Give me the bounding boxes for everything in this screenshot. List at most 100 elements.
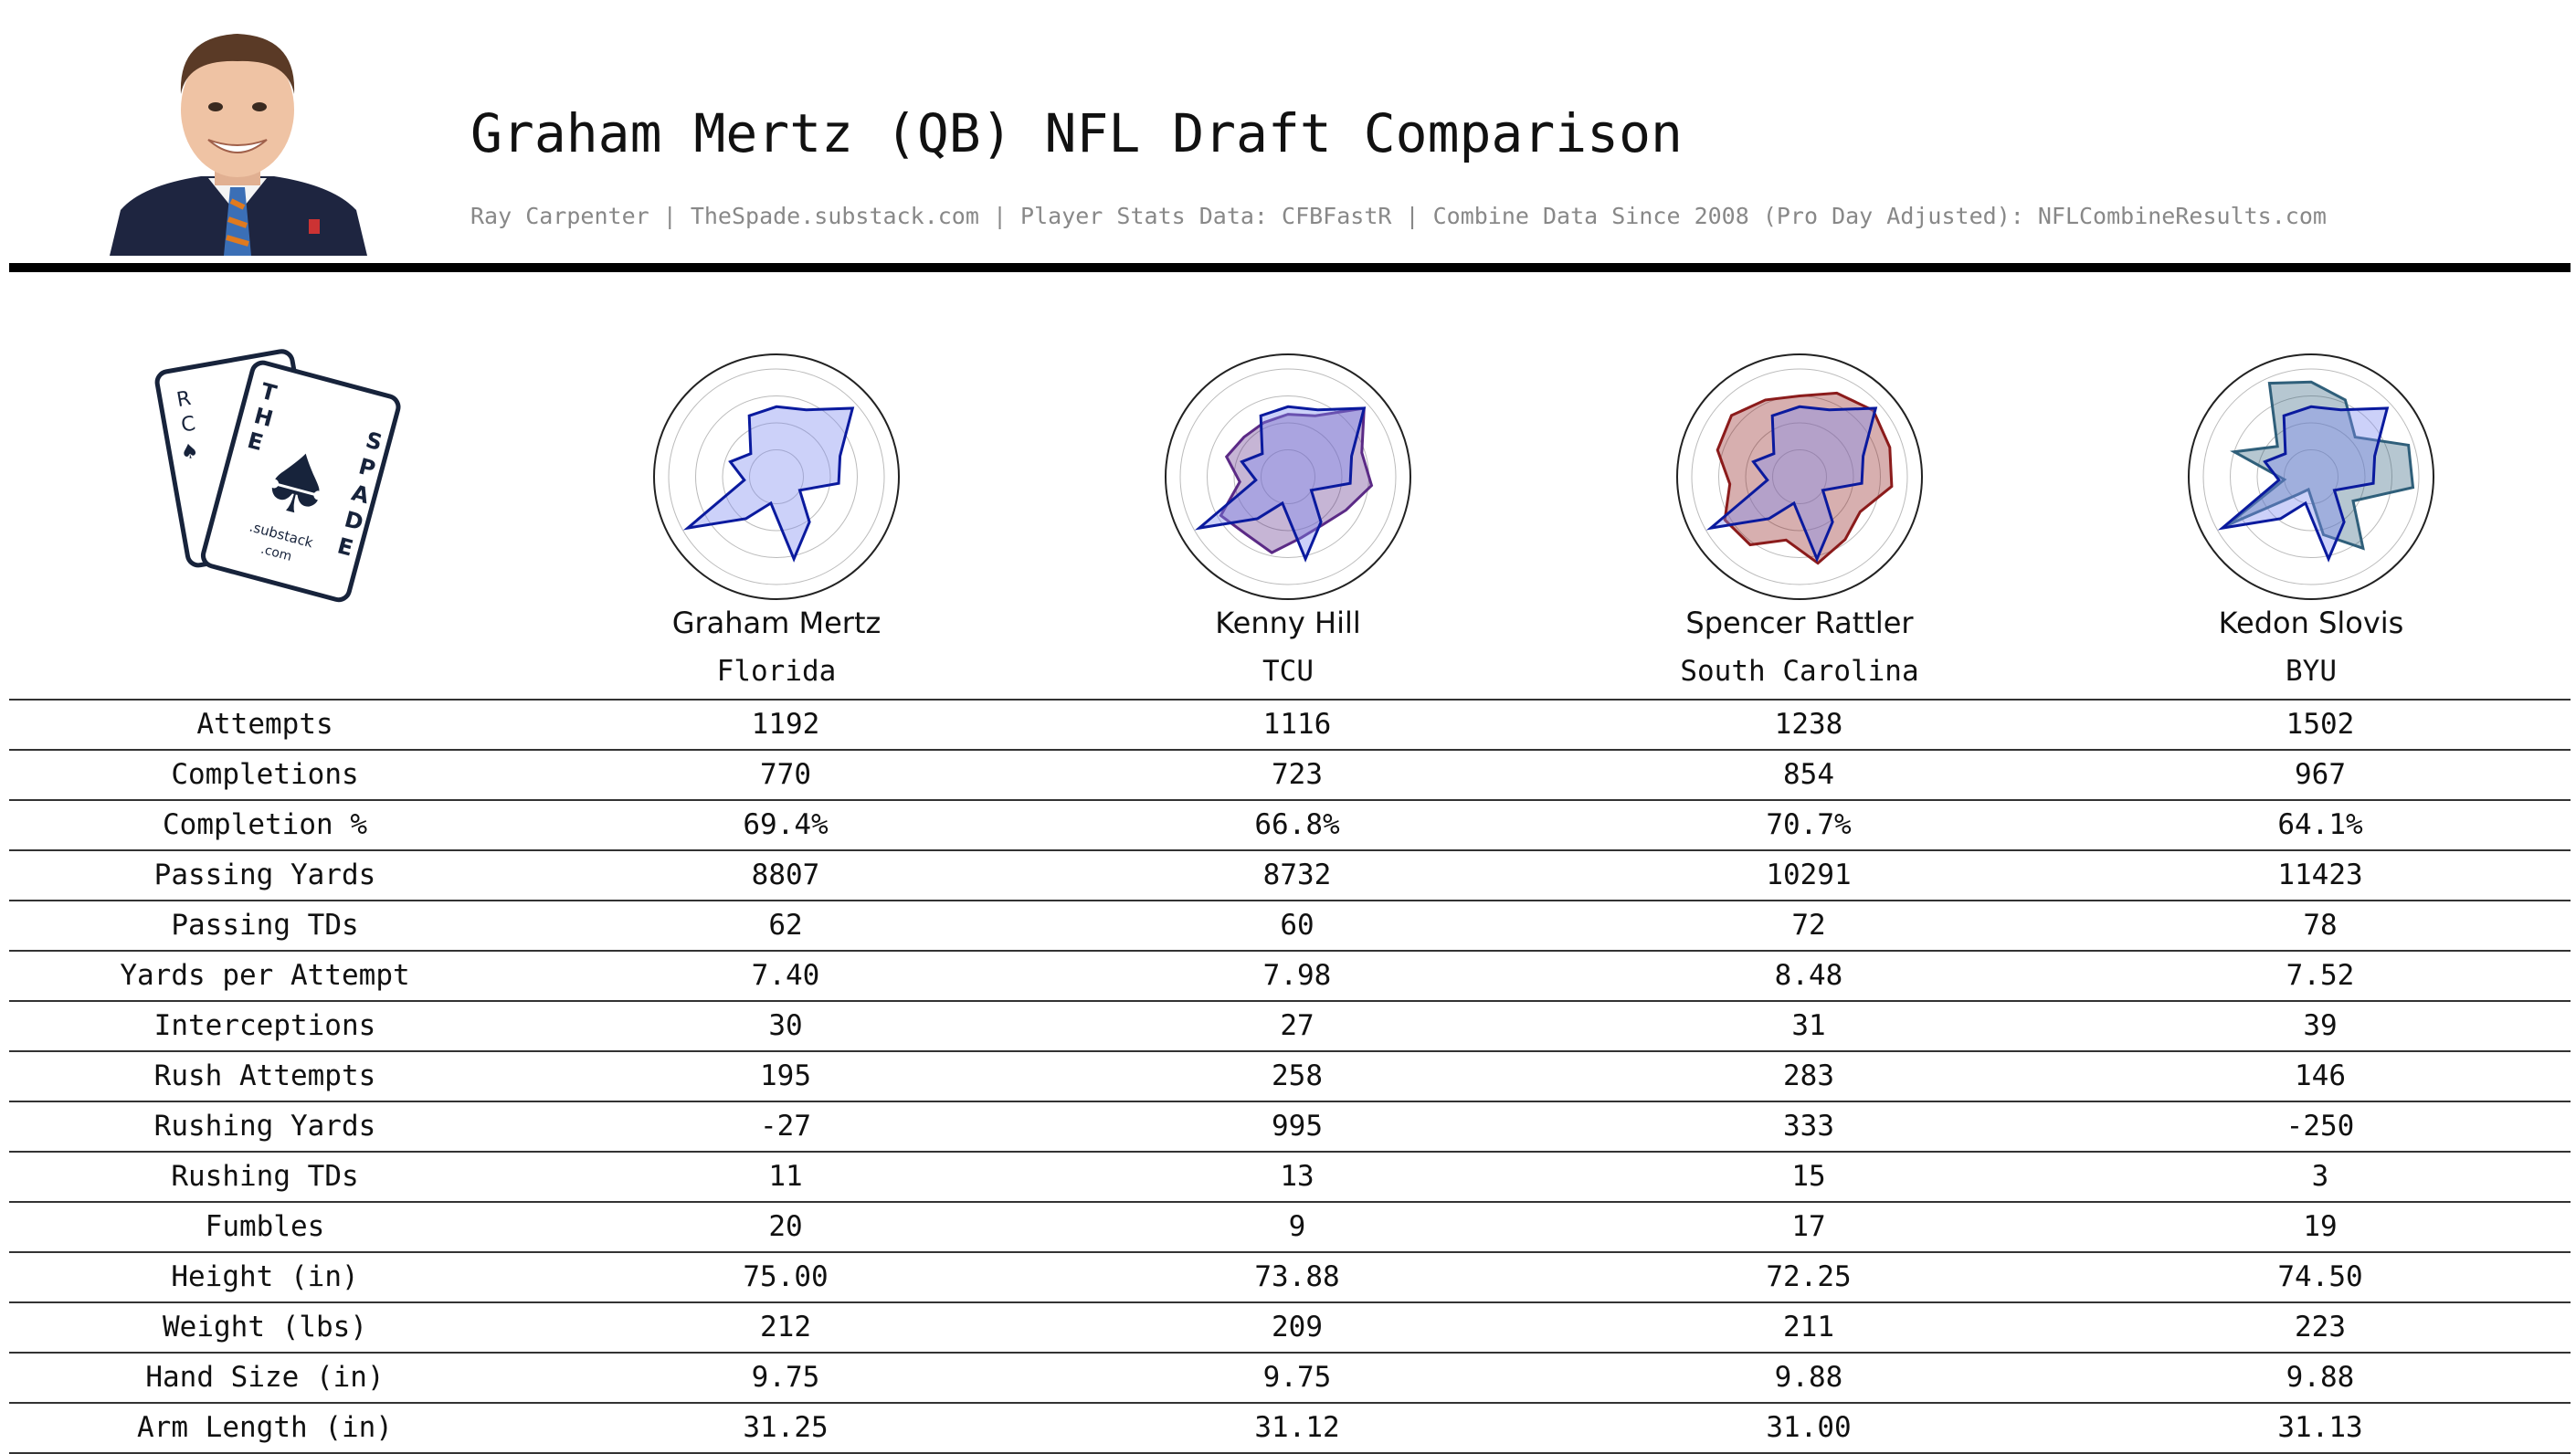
radar-series-graham-mertz — [682, 405, 855, 563]
stat-label: Completions — [171, 758, 359, 791]
stat-label: Hand Size (in) — [145, 1361, 385, 1394]
stat-value: 74.50 — [2277, 1260, 2363, 1293]
stat-value: 283 — [1783, 1059, 1834, 1092]
stat-value: 223 — [2295, 1311, 2346, 1343]
stat-value: 1238 — [1774, 708, 1843, 741]
stat-value: 8732 — [1262, 859, 1332, 891]
stat-value: 69.4% — [743, 808, 829, 841]
spade-icon: ♠ — [179, 439, 201, 465]
stat-value: 1502 — [2286, 708, 2355, 741]
table-row: Interceptions 30 27 31 39 — [9, 1000, 2571, 1050]
stat-label: Rush Attempts — [153, 1059, 376, 1092]
radar-series-comparison — [2226, 380, 2415, 551]
stats-table: Attempts 1192 1116 1238 1502 Completions 770 72… — [9, 699, 2571, 1454]
table-row: Rushing Yards -27 995 333 -250 — [9, 1101, 2571, 1151]
stat-value: 20 — [768, 1210, 803, 1243]
stat-label: Interceptions — [153, 1009, 376, 1042]
stat-value: 66.8% — [1254, 808, 1340, 841]
table-row: Yards per Attempt 7.40 7.98 8.48 7.52 — [9, 950, 2571, 1000]
table-row: Rushing TDs 11 13 15 3 — [9, 1151, 2571, 1201]
table-row: Passing TDs 62 60 72 78 — [9, 900, 2571, 950]
radar-series-graham-mertz — [2217, 405, 2390, 563]
radar-grid-ring — [1233, 422, 1343, 532]
player-headshot — [100, 23, 375, 256]
stat-value: 212 — [760, 1311, 811, 1343]
table-row: Hand Size (in) 9.75 9.75 9.88 9.88 — [9, 1352, 2571, 1402]
stat-value: 9 — [1288, 1210, 1306, 1243]
stat-value: 7.98 — [1262, 959, 1332, 992]
radar-grid-ring — [1179, 368, 1397, 585]
table-row: Arm Length (in) 31.25 31.12 31.00 31.13 — [9, 1402, 2571, 1454]
stat-value: 73.88 — [1254, 1260, 1340, 1293]
player-name: Kenny Hill — [1215, 606, 1361, 640]
radar-grid-ring — [2256, 422, 2366, 532]
stat-value: 211 — [1783, 1311, 1834, 1343]
stat-value: 72.25 — [1766, 1260, 1852, 1293]
stat-value: 31.12 — [1254, 1411, 1340, 1444]
stat-value: 75.00 — [743, 1260, 829, 1293]
stat-value: 15 — [1791, 1160, 1826, 1193]
stat-value: 8807 — [751, 859, 820, 891]
stat-label: Completion % — [163, 808, 367, 841]
stat-value: 19 — [2303, 1210, 2338, 1243]
stat-label: Passing TDs — [171, 909, 359, 942]
player-school: TCU — [1262, 655, 1314, 688]
radar-outer-ring — [2188, 353, 2434, 600]
logo-letter: E — [245, 427, 266, 456]
stat-label: Attempts — [196, 708, 333, 741]
stat-value: 1116 — [1262, 708, 1332, 741]
stat-value: 31.25 — [743, 1411, 829, 1444]
table-row: Attempts 1192 1116 1238 1502 — [9, 699, 2571, 749]
stat-value: 333 — [1783, 1110, 1834, 1143]
radar-grid-ring — [1745, 422, 1854, 532]
stat-label: Height (in) — [171, 1260, 359, 1293]
table-row: Passing Yards 8807 8732 10291 11423 — [9, 849, 2571, 900]
player-school: BYU — [2286, 655, 2337, 688]
stat-value: 39 — [2303, 1009, 2338, 1042]
stat-value: 7.40 — [751, 959, 820, 992]
stat-value: 10291 — [1766, 859, 1852, 891]
stat-value: 854 — [1783, 758, 1834, 791]
radar-grid-ring — [1772, 449, 1827, 504]
radar-grid-ring — [695, 395, 858, 558]
radar-outer-ring — [1676, 353, 1923, 600]
logo-letter: E — [334, 532, 355, 561]
radar-chart-kenny-hill — [1165, 353, 1411, 600]
stat-value: 9.88 — [1774, 1361, 1843, 1394]
stat-value: 9.88 — [2286, 1361, 2355, 1394]
stat-value: 195 — [760, 1059, 811, 1092]
header-divider — [9, 263, 2571, 272]
table-row: Fumbles 20 9 17 19 — [9, 1201, 2571, 1251]
stat-label: Arm Length (in) — [137, 1411, 393, 1444]
stat-value: 723 — [1272, 758, 1323, 791]
stat-value: 13 — [1280, 1160, 1314, 1193]
stat-value: 31.13 — [2277, 1411, 2363, 1444]
stat-label: Weight (lbs) — [163, 1311, 367, 1343]
radar-grid-ring — [2202, 368, 2420, 585]
stat-value: 146 — [2295, 1059, 2346, 1092]
stat-value: 3 — [2311, 1160, 2329, 1193]
stat-value: 11423 — [2277, 859, 2363, 891]
table-row: Completion % 69.4% 66.8% 70.7% 64.1% — [9, 799, 2571, 849]
stat-value: 17 — [1791, 1210, 1826, 1243]
radar-grid-ring — [2284, 449, 2338, 504]
player-school: South Carolina — [1680, 655, 1919, 688]
stat-value: 258 — [1272, 1059, 1323, 1092]
stat-value: 1192 — [751, 708, 820, 741]
the-spade-logo: R C ♠ T H E ♠ S P A D E .substack .com — [146, 342, 420, 616]
radar-grid-ring — [2230, 395, 2392, 558]
radar-chart-kedon-slovis — [2188, 353, 2434, 600]
stat-label: Rushing Yards — [153, 1110, 376, 1143]
radar-chart-spencer-rattler — [1676, 353, 1923, 600]
logo-letter: C — [179, 412, 196, 437]
stat-label: Rushing TDs — [171, 1160, 359, 1193]
logo-letter: T — [258, 378, 280, 406]
player-name: Graham Mertz — [671, 606, 882, 640]
table-row: Completions 770 723 854 967 — [9, 749, 2571, 799]
stat-label: Passing Yards — [153, 859, 376, 891]
stat-value: 78 — [2303, 909, 2338, 942]
radar-grid-ring — [1261, 449, 1315, 504]
logo-front-card: T H E ♠ S P A D E .substack .com — [200, 360, 401, 603]
stat-value: 967 — [2295, 758, 2346, 791]
stat-value: 27 — [1280, 1009, 1314, 1042]
